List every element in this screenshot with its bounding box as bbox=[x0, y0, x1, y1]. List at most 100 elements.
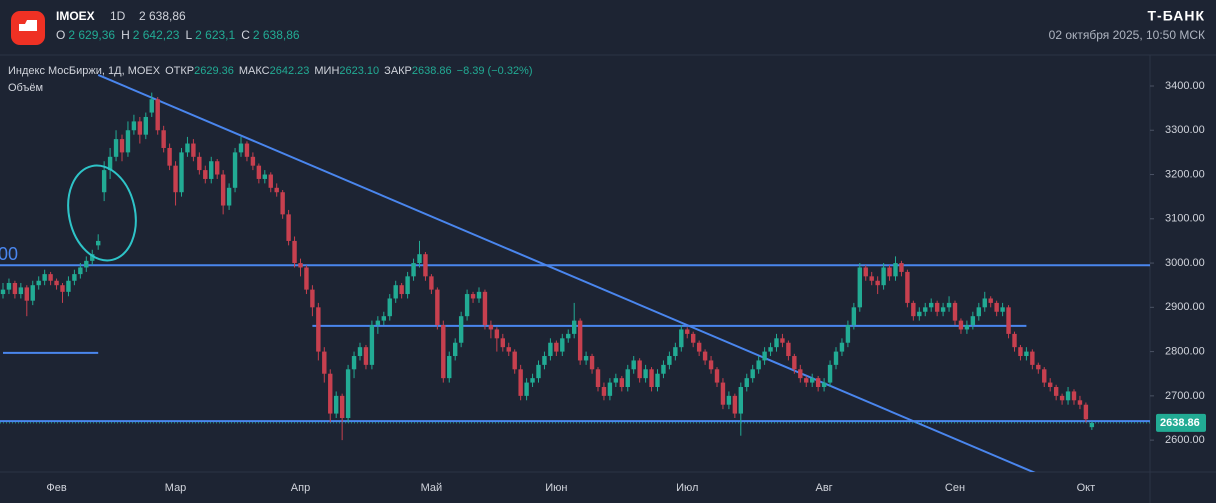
ohlc-key: H bbox=[121, 28, 130, 42]
candle-body bbox=[298, 263, 303, 268]
candle-body bbox=[417, 254, 422, 264]
candle-body bbox=[661, 364, 666, 374]
candle-body bbox=[399, 285, 404, 295]
ohlc-value: 2 629,36 bbox=[68, 28, 115, 42]
ohlc-value: 2 638,86 bbox=[253, 28, 300, 42]
candle-body bbox=[137, 121, 143, 135]
candle-body bbox=[161, 130, 166, 148]
candle-body bbox=[1053, 387, 1059, 396]
candle-body bbox=[1089, 422, 1095, 428]
candle-body bbox=[512, 351, 517, 370]
candle-body bbox=[875, 280, 880, 286]
trendline bbox=[97, 73, 1036, 472]
candle-body bbox=[976, 307, 981, 317]
legend-value: 2638.86 bbox=[412, 65, 452, 77]
candle-body bbox=[316, 307, 321, 352]
candle-body bbox=[36, 280, 41, 286]
candle-body bbox=[304, 267, 309, 290]
candle-body bbox=[887, 267, 892, 277]
candle-body bbox=[756, 360, 761, 370]
candle-body bbox=[167, 147, 172, 166]
candle-body bbox=[833, 351, 839, 365]
candle-body bbox=[369, 325, 375, 365]
candle-body bbox=[72, 274, 77, 281]
candle-body bbox=[131, 121, 137, 131]
candle-body bbox=[530, 378, 535, 383]
candle-body bbox=[607, 382, 613, 396]
candle-body bbox=[815, 378, 821, 388]
candle-body bbox=[673, 347, 678, 357]
candle-body bbox=[381, 316, 386, 321]
ticker: IMOEX bbox=[56, 9, 95, 23]
candle-body bbox=[577, 320, 583, 361]
candle-body bbox=[60, 285, 65, 292]
last-price-tag bbox=[1156, 413, 1206, 432]
candle-body bbox=[179, 152, 184, 193]
candle-body bbox=[488, 325, 494, 330]
candle-body bbox=[125, 130, 131, 153]
candle-body bbox=[649, 369, 654, 388]
candle-body bbox=[691, 333, 696, 343]
candle-body bbox=[536, 364, 541, 379]
candle-body bbox=[810, 378, 815, 383]
candle-body bbox=[238, 143, 244, 153]
candle-body bbox=[643, 369, 648, 379]
candle-body bbox=[339, 395, 345, 418]
candle-body bbox=[637, 360, 642, 379]
candle-body bbox=[905, 271, 910, 303]
candle-body bbox=[268, 174, 273, 188]
x-tick-label: Сен bbox=[945, 482, 965, 494]
candle-body bbox=[982, 298, 987, 308]
x-tick-label: Мар bbox=[165, 482, 187, 494]
candle-body bbox=[494, 329, 500, 339]
candle-body bbox=[554, 342, 559, 352]
candle-body bbox=[732, 395, 738, 414]
candle-body bbox=[827, 364, 833, 383]
candle-body bbox=[310, 289, 315, 308]
candle-body bbox=[899, 263, 904, 272]
candle-body bbox=[191, 143, 196, 157]
candle-body bbox=[387, 298, 392, 317]
logo-mark bbox=[19, 20, 37, 31]
candle-body bbox=[524, 382, 529, 396]
candle-body bbox=[1024, 351, 1029, 357]
candle-body bbox=[798, 369, 803, 379]
candle-body bbox=[893, 263, 898, 277]
x-tick-label: Апр bbox=[291, 482, 310, 494]
candle-body bbox=[107, 156, 113, 171]
candle-body bbox=[780, 338, 785, 343]
candle-body bbox=[869, 276, 874, 281]
legend-key: ЗАКР bbox=[384, 65, 412, 77]
candle-body bbox=[363, 347, 369, 365]
drawn-circle bbox=[67, 164, 137, 262]
candle-body bbox=[6, 282, 12, 290]
candle-body bbox=[857, 267, 862, 308]
y-tick-label: 3300.00 bbox=[1165, 124, 1205, 136]
candle-body bbox=[589, 356, 595, 370]
candle-body bbox=[940, 307, 946, 312]
candle-body bbox=[744, 378, 749, 388]
candle-body bbox=[851, 307, 857, 326]
candle-body bbox=[1065, 391, 1071, 401]
candle-body bbox=[1030, 351, 1035, 365]
candle-body bbox=[441, 325, 446, 379]
candle-body bbox=[786, 342, 791, 357]
candle-body bbox=[738, 387, 743, 414]
candle-body bbox=[572, 320, 577, 334]
candle-body bbox=[1036, 364, 1041, 370]
ohlc-value: 2 642,23 bbox=[133, 28, 180, 42]
candle-body bbox=[226, 187, 232, 206]
candle-body bbox=[863, 267, 868, 277]
candle-body bbox=[548, 342, 553, 357]
candle-body bbox=[685, 329, 690, 334]
candle-body bbox=[292, 240, 297, 264]
candle-body bbox=[215, 161, 220, 175]
candle-body bbox=[702, 351, 708, 361]
y-tick-label: 3400.00 bbox=[1165, 80, 1205, 92]
legend-key: МАКС bbox=[239, 65, 270, 77]
candle-body bbox=[667, 356, 672, 365]
y-tick-label: 3200.00 bbox=[1165, 168, 1205, 180]
candle-body bbox=[54, 280, 59, 286]
